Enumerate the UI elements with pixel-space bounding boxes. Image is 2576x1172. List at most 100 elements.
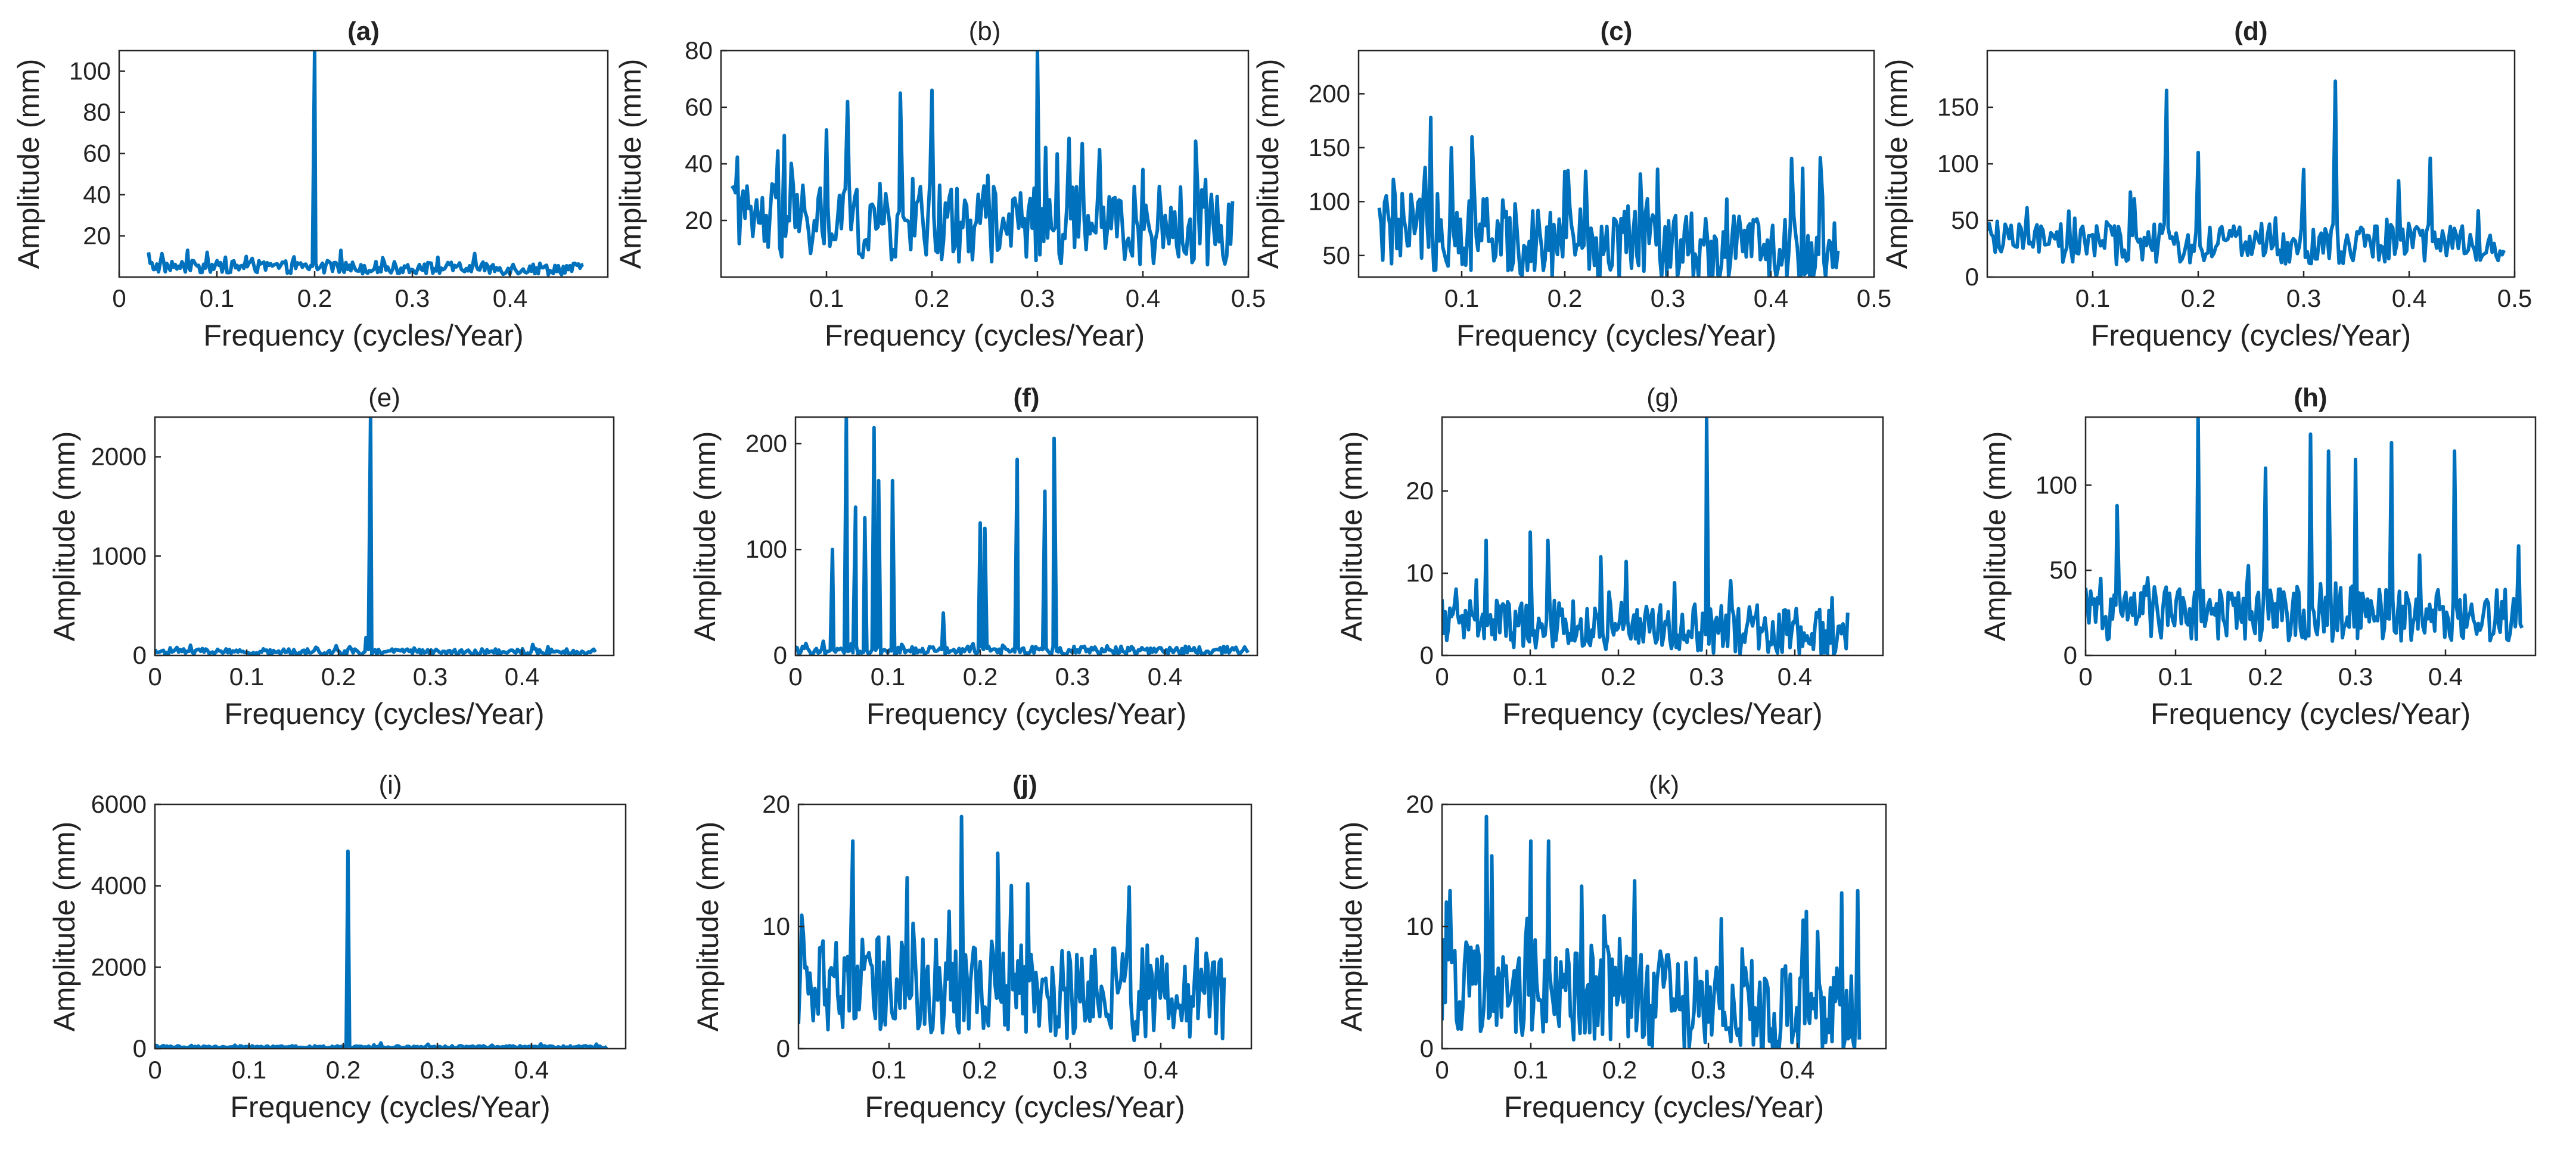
x-tick-label-c: 0.4 bbox=[1754, 284, 1788, 312]
y-tick-label-b: 80 bbox=[685, 36, 713, 64]
x-tick-label-a: 0.1 bbox=[200, 284, 234, 312]
y-tick-label-h: 100 bbox=[2036, 471, 2077, 499]
x-tick-label-g: 0 bbox=[1435, 663, 1449, 691]
y-axis-label-a: Amplitude (mm) bbox=[12, 59, 45, 269]
x-tick-label-d: 0.1 bbox=[2075, 284, 2110, 312]
panel-g: 0 0.1 0.2 0.3 0.4 0 10 20 (g) Frequency (cycles/Y… bbox=[1335, 383, 1884, 730]
y-tick-label-g: 0 bbox=[1420, 641, 1434, 669]
y-axis-label-f: Amplitude (mm) bbox=[688, 431, 722, 642]
y-tick-label-b: 40 bbox=[685, 150, 713, 178]
axes-box-h bbox=[2084, 416, 2537, 657]
y-tick-label-h: 50 bbox=[2049, 556, 2077, 584]
series-line-k bbox=[1442, 815, 1862, 1049]
series-line-c bbox=[1377, 116, 1840, 277]
y-tick-label-d: 150 bbox=[1937, 93, 1979, 121]
y-tick-label-h: 0 bbox=[2064, 641, 2077, 669]
x-axis-label-j: Frequency (cycles/Year) bbox=[865, 1090, 1185, 1124]
y-axis-label-c: Amplitude (mm) bbox=[1251, 59, 1285, 269]
x-tick-label-k: 0.3 bbox=[1691, 1056, 1726, 1084]
x-axis-label-b: Frequency (cycles/Year) bbox=[825, 319, 1145, 352]
x-tick-label-i: 0.2 bbox=[326, 1056, 361, 1084]
y-tick-label-a: 80 bbox=[83, 98, 111, 126]
series-line-g bbox=[1442, 417, 1850, 655]
x-tick-label-b: 0.3 bbox=[1020, 284, 1055, 312]
panel-title-j: (j) bbox=[1012, 770, 1037, 800]
series-line-i bbox=[155, 849, 608, 1049]
panel-c: 0.1 0.2 0.3 0.4 0.5 50 100 150 200 (c) Frequency (… bbox=[1251, 17, 1891, 352]
y-tick-label-b: 20 bbox=[685, 206, 713, 234]
x-axis-label-h: Frequency (cycles/Year) bbox=[2151, 697, 2471, 730]
x-tick-label-b: 0.1 bbox=[809, 284, 844, 312]
x-tick-label-d: 0.4 bbox=[2392, 284, 2426, 312]
x-tick-label-g: 0.3 bbox=[1689, 663, 1724, 691]
y-axis-label-k: Amplitude (mm) bbox=[1335, 822, 1368, 1032]
series-line-j bbox=[798, 815, 1226, 1043]
series-line-h bbox=[2086, 417, 2524, 643]
panel-e: 0 0.1 0.2 0.3 0.4 0 1000 2000 (e) Frequency (cycl… bbox=[48, 383, 615, 730]
y-tick-label-a: 20 bbox=[83, 222, 111, 250]
x-tick-label-c: 0.1 bbox=[1444, 284, 1479, 312]
y-tick-label-c: 100 bbox=[1309, 187, 1350, 215]
x-tick-label-j: 0.4 bbox=[1143, 1056, 1178, 1084]
x-tick-label-a: 0.2 bbox=[297, 284, 332, 312]
y-tick-label-j: 0 bbox=[776, 1034, 790, 1062]
x-tick-label-i: 0.3 bbox=[420, 1056, 455, 1084]
x-tick-label-d: 0.2 bbox=[2181, 284, 2215, 312]
y-axis-label-h: Amplitude (mm) bbox=[1978, 431, 2012, 642]
x-tick-label-k: 0.2 bbox=[1602, 1056, 1637, 1084]
x-tick-label-c: 0.3 bbox=[1651, 284, 1685, 312]
x-axis-label-a: Frequency (cycles/Year) bbox=[203, 319, 523, 352]
panel-d: 0.1 0.2 0.3 0.4 0.5 0 50 100 150 (d) Frequency (cy… bbox=[1880, 17, 2532, 352]
x-axis-label-c: Frequency (cycles/Year) bbox=[1456, 319, 1776, 352]
y-tick-label-e: 2000 bbox=[91, 443, 147, 471]
y-tick-label-c: 50 bbox=[1322, 241, 1350, 269]
x-axis-label-f: Frequency (cycles/Year) bbox=[866, 697, 1186, 730]
panel-title-d: (d) bbox=[2234, 17, 2267, 46]
x-tick-label-b: 0.4 bbox=[1126, 284, 1160, 312]
y-tick-label-e: 0 bbox=[133, 641, 147, 669]
y-axis-label-b: Amplitude (mm) bbox=[614, 59, 647, 269]
x-tick-label-j: 0.2 bbox=[962, 1056, 997, 1084]
x-tick-label-a: 0.4 bbox=[493, 284, 527, 312]
y-axis-label-j: Amplitude (mm) bbox=[691, 822, 725, 1032]
series-line-b bbox=[730, 51, 1235, 267]
panel-title-f: (f) bbox=[1014, 383, 1040, 412]
y-tick-label-f: 0 bbox=[773, 641, 787, 669]
y-tick-label-b: 60 bbox=[685, 93, 713, 121]
x-axis-label-e: Frequency (cycles/Year) bbox=[224, 697, 544, 730]
y-tick-label-a: 60 bbox=[83, 139, 111, 167]
y-axis-label-i: Amplitude (mm) bbox=[48, 822, 81, 1032]
y-tick-label-i: 4000 bbox=[91, 872, 147, 900]
x-tick-label-a: 0 bbox=[112, 284, 126, 312]
x-axis-label-d: Frequency (cycles/Year) bbox=[2091, 319, 2411, 352]
panel-title-a: (a) bbox=[347, 17, 380, 46]
x-axis-label-k: Frequency (cycles/Year) bbox=[1504, 1090, 1824, 1124]
y-tick-label-a: 100 bbox=[69, 57, 111, 85]
panel-title-b: (b) bbox=[969, 17, 1001, 46]
panel-j: 0.1 0.2 0.3 0.4 0 10 20 (j) Frequency (cycles/Ye… bbox=[691, 770, 1253, 1124]
x-axis-label-g: Frequency (cycles/Year) bbox=[1502, 697, 1822, 730]
panel-title-h: (h) bbox=[2294, 383, 2327, 412]
x-tick-label-b: 0.5 bbox=[1231, 284, 1266, 312]
panel-title-i: (i) bbox=[378, 770, 402, 800]
series-line-d bbox=[1987, 79, 2506, 266]
panel-title-k: (k) bbox=[1649, 770, 1679, 800]
y-tick-label-i: 2000 bbox=[91, 953, 147, 981]
y-tick-label-c: 200 bbox=[1309, 79, 1350, 107]
panel-b: 0.1 0.2 0.3 0.4 0.5 20 40 60 80 (b) Frequency (cyc… bbox=[614, 17, 1266, 352]
y-axis-label-e: Amplitude (mm) bbox=[48, 431, 81, 642]
panel-a: 0 0.1 0.2 0.3 0.4 20 40 60 80 100 (a) Frequency (cy… bbox=[12, 17, 609, 352]
x-tick-label-e: 0 bbox=[148, 663, 161, 691]
panel-h: 0 0.1 0.2 0.3 0.4 0 50 100 (h) Frequency (cycles/… bbox=[1978, 383, 2537, 730]
y-tick-label-e: 1000 bbox=[91, 542, 147, 570]
y-tick-label-k: 10 bbox=[1406, 912, 1434, 940]
panel-k: 0 0.1 0.2 0.3 0.4 0 10 20 (k) Frequency (cycles/Y… bbox=[1335, 770, 1887, 1124]
x-tick-label-j: 0.1 bbox=[872, 1056, 906, 1084]
x-tick-label-f: 0 bbox=[788, 663, 802, 691]
x-tick-label-f: 0.4 bbox=[1148, 663, 1182, 691]
x-tick-label-f: 0.3 bbox=[1055, 663, 1090, 691]
x-tick-label-c: 0.2 bbox=[1548, 284, 1582, 312]
y-tick-label-f: 100 bbox=[745, 535, 787, 563]
series-line-a bbox=[147, 51, 584, 277]
